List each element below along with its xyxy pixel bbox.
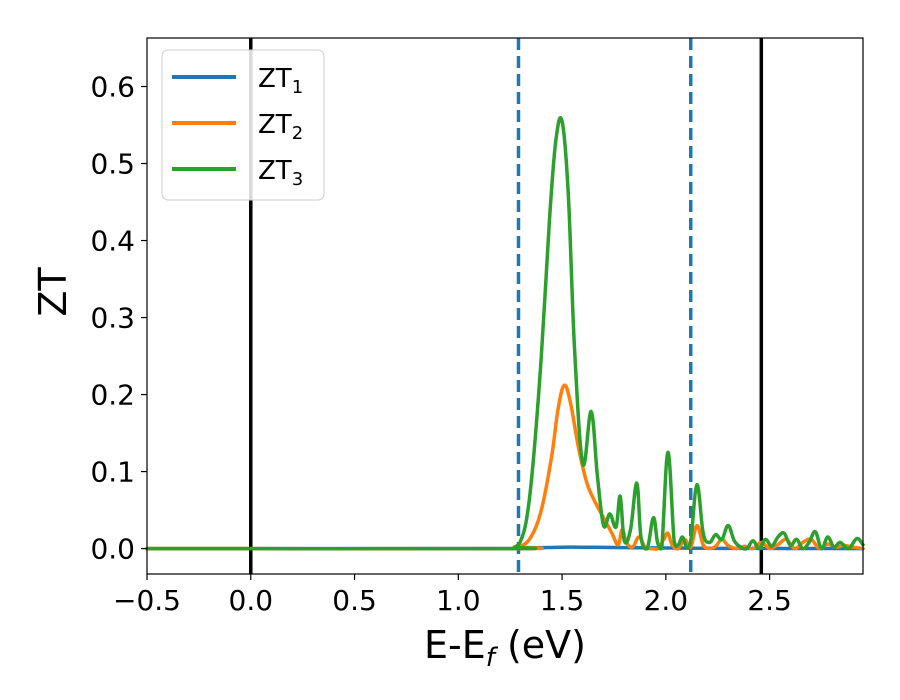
x-tick: 2.0 <box>644 574 689 617</box>
x-tick-label: 1.0 <box>436 584 481 617</box>
x-tick-label: 1.5 <box>540 584 585 617</box>
legend-label: ZT2 <box>258 110 303 144</box>
y-tick-label: 0.2 <box>90 379 135 412</box>
x-tick: 0.0 <box>229 574 274 617</box>
y-tick: 0.0 <box>90 533 147 566</box>
x-tick: 0.5 <box>332 574 377 617</box>
plot-frame <box>146 37 864 575</box>
x-tick-label: 0.0 <box>229 584 274 617</box>
x-tick-label: 2.5 <box>747 584 792 617</box>
legend-entry-zt3: ZT3 <box>172 156 303 190</box>
y-tick: 0.1 <box>90 456 147 489</box>
x-tick: 1.0 <box>436 574 481 617</box>
y-tick-label: 0.3 <box>90 302 135 335</box>
legend-label: ZT3 <box>258 156 303 190</box>
x-axis-label: E-Ef (eV) <box>424 623 586 673</box>
y-tick-label: 0.4 <box>90 225 135 258</box>
legend-entry-zt1: ZT1 <box>172 64 303 98</box>
legend-entry-zt2: ZT2 <box>172 110 303 144</box>
y-tick: 0.3 <box>90 302 147 335</box>
x-tick-label: 2.0 <box>644 584 689 617</box>
vertical-reference-lines <box>249 38 764 574</box>
y-tick-label: 0.1 <box>90 456 135 489</box>
legend-box <box>161 49 325 201</box>
x-tick-label: −0.5 <box>113 584 181 617</box>
x-tick: 1.5 <box>540 574 585 617</box>
y-tick: 0.6 <box>90 71 147 104</box>
y-tick-label: 0.5 <box>90 148 135 181</box>
x-axis-ticks: −0.5 0.0 0.5 1.0 1.5 2.0 2.5 <box>113 574 792 617</box>
y-tick: 0.5 <box>90 148 147 181</box>
y-tick: 0.2 <box>90 379 147 412</box>
y-tick: 0.4 <box>90 225 147 258</box>
legend: ZT1 ZT2 ZT3 <box>161 49 325 201</box>
x-tick: −0.5 <box>113 574 181 617</box>
y-axis-label: ZT <box>31 267 75 317</box>
series-line-zt3 <box>145 115 865 551</box>
y-axis-ticks: 0.0 0.1 0.2 0.3 0.4 0.5 0.6 <box>90 71 147 566</box>
x-tick-label: 0.5 <box>332 584 377 617</box>
x-tick: 2.5 <box>747 574 792 617</box>
series-layer <box>145 115 865 551</box>
series-line-zt2 <box>145 383 865 551</box>
y-tick-label: 0.0 <box>90 533 135 566</box>
legend-label: ZT1 <box>258 64 303 98</box>
y-tick-label: 0.6 <box>90 71 135 104</box>
